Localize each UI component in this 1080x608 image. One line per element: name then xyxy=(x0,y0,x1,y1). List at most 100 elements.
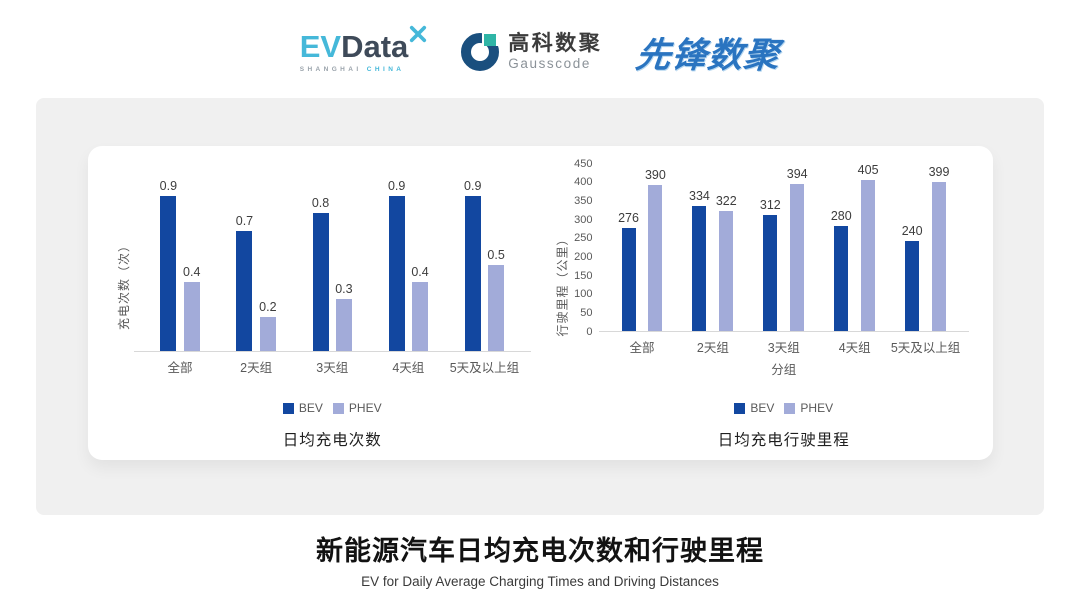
bar-bev xyxy=(763,215,778,331)
plot-top-spacer xyxy=(134,154,531,180)
bar-column: 0.9 xyxy=(160,179,177,351)
legend-label: BEV xyxy=(750,401,775,415)
bar-group: 0.7 0.2 xyxy=(218,214,294,351)
legend-label: BEV xyxy=(298,401,323,415)
chart-title: 日均充电次数 xyxy=(282,432,382,449)
category-label: 4天组 xyxy=(838,341,871,355)
gausscode-english-name: Gausscode xyxy=(508,55,591,71)
bar-value-label: 0.4 xyxy=(411,265,429,280)
category-label: 3天组 xyxy=(316,361,349,375)
evdata-data-text: Data xyxy=(341,29,409,64)
evdata-ev-text: EV xyxy=(299,29,342,64)
legend-item: BEV xyxy=(282,401,323,415)
legend-swatch xyxy=(734,402,746,414)
bar-column: 0.4 xyxy=(183,265,201,351)
bar-value-label: 0.7 xyxy=(235,214,254,229)
bar-bev xyxy=(464,196,481,351)
bar-group: 0.9 0.4 xyxy=(370,179,446,351)
y-tick-label: 150 xyxy=(574,269,593,282)
evdata-sub-china: CHINA xyxy=(366,66,405,73)
legend-label: PHEV xyxy=(348,401,382,415)
category-label: 全部 xyxy=(167,361,193,375)
legend: BEV PHEV xyxy=(134,401,531,415)
bar-value-label: 0.5 xyxy=(487,248,505,263)
bar-column: 0.5 xyxy=(487,248,505,351)
x-axis-categories: 全部 2天组 3天组 4天组 5天及以上组 xyxy=(134,357,531,376)
bar-column: 394 xyxy=(786,167,808,331)
bar-value-label: 276 xyxy=(618,211,639,226)
y-tick-label: 50 xyxy=(580,306,593,319)
bar-column: 0.8 xyxy=(312,196,329,351)
y-axis-label-text: 充电次数（次） xyxy=(116,238,131,330)
bar-group: 276 390 xyxy=(607,168,678,331)
bar-column: 0.9 xyxy=(388,179,405,351)
category-label: 4天组 xyxy=(392,361,425,375)
bar-group: 0.8 0.3 xyxy=(294,196,370,351)
bar-group: 334 322 xyxy=(677,189,748,331)
bar-group: 0.9 0.4 xyxy=(142,179,218,351)
bar-group: 312 394 xyxy=(748,167,819,331)
evdata-sub-shanghai: SHANGHAI xyxy=(299,66,362,73)
bar-phev xyxy=(335,299,352,351)
legend-label: PHEV xyxy=(800,401,834,415)
bar-phev xyxy=(648,185,663,331)
bar-column: 405 xyxy=(857,163,879,331)
y-tick-label: 0 xyxy=(586,325,593,338)
bar-value-label: 240 xyxy=(901,224,923,239)
plot-column: 276 390 334 322 312 394 280 405 240 399 全部 2天组 3天组 4… xyxy=(598,154,970,454)
bar-phev xyxy=(488,265,505,351)
bar-phev xyxy=(932,182,946,331)
y-axis-label-text: 行驶里程（公里） xyxy=(555,231,570,337)
evdata-subtitle: SHANGHAI CHINA xyxy=(300,66,405,73)
bar-column: 0.4 xyxy=(411,265,429,351)
gausscode-text: 高科数聚 Gausscode xyxy=(508,31,603,71)
bar-value-label: 0.9 xyxy=(464,179,482,194)
y-tick-label: 250 xyxy=(574,232,593,245)
gausscode-ring xyxy=(461,33,500,71)
bar-value-label: 405 xyxy=(857,163,879,178)
legend-swatch xyxy=(784,402,796,414)
bar-column: 280 xyxy=(831,209,852,331)
legend-item: PHEV xyxy=(332,401,382,415)
bar-value-label: 0.3 xyxy=(335,282,353,297)
x-axis-categories: 全部 2天组 3天组 4天组 5天及以上组 xyxy=(599,337,970,356)
bar-bev xyxy=(160,196,177,351)
gausscode-g-icon xyxy=(461,33,500,71)
bar-bev xyxy=(905,241,920,331)
bar-bev xyxy=(834,226,849,331)
bar-column: 0.7 xyxy=(235,214,254,351)
bar-phev xyxy=(861,180,876,331)
bar-column: 334 xyxy=(689,189,710,331)
bar-group: 240 399 xyxy=(890,165,961,331)
x-axis-label: 分组 xyxy=(771,363,797,377)
plot-top-spacer xyxy=(599,154,970,164)
y-tick-label: 100 xyxy=(574,288,593,301)
bar-value-label: 0.4 xyxy=(183,265,201,280)
y-axis-ticks: 0 50 100 150 200 250 300 350 400 450 xyxy=(573,158,599,337)
header-logos: EV Data SHANGHAI CHINA 高科数聚 Gausscode xyxy=(0,20,1080,84)
gausscode-chinese-name: 高科数聚 xyxy=(508,31,603,55)
plot-column: 0.9 0.4 0.7 0.2 0.8 0.3 0.9 0.4 0.9 0.5 全部 2天组 3天组 4… xyxy=(134,154,531,454)
bar-value-label: 394 xyxy=(786,167,808,182)
bar-column: 276 xyxy=(618,211,639,331)
category-label: 5天及以上组 xyxy=(890,341,961,355)
bar-phev xyxy=(183,282,200,351)
bar-column: 390 xyxy=(645,168,666,331)
bar-column: 312 xyxy=(760,198,781,331)
plot-area: 276 390 334 322 312 394 280 405 240 399 xyxy=(598,163,969,332)
bar-value-label: 0.2 xyxy=(259,300,277,315)
chart-daily-charging-times: 充电次数（次） 0.9 0.4 0.7 0.2 0.8 0.3 0.9 0.4 0.9 0.5 全… xyxy=(102,154,541,454)
y-tick-label: 300 xyxy=(574,213,593,226)
gausscode-logo: 高科数聚 Gausscode xyxy=(461,31,603,71)
bar-column: 0.2 xyxy=(259,300,277,351)
main-title: 新能源汽车日均充电次数和行驶里程 xyxy=(316,536,764,566)
category-label: 3天组 xyxy=(767,341,800,355)
bar-phev xyxy=(719,211,734,331)
legend-swatch xyxy=(282,402,294,414)
chart-daily-driving-distance: 行驶里程（公里） 0 50 100 150 200 250 300 350 400 450 276… xyxy=(541,154,980,454)
evdata-star-icon xyxy=(410,25,427,43)
chart-title: 日均充电行驶里程 xyxy=(717,432,850,449)
charts-card: 充电次数（次） 0.9 0.4 0.7 0.2 0.8 0.3 0.9 0.4 0.9 0.5 全… xyxy=(88,146,993,460)
main-subtitle: EV for Daily Average Charging Times and … xyxy=(361,574,719,589)
